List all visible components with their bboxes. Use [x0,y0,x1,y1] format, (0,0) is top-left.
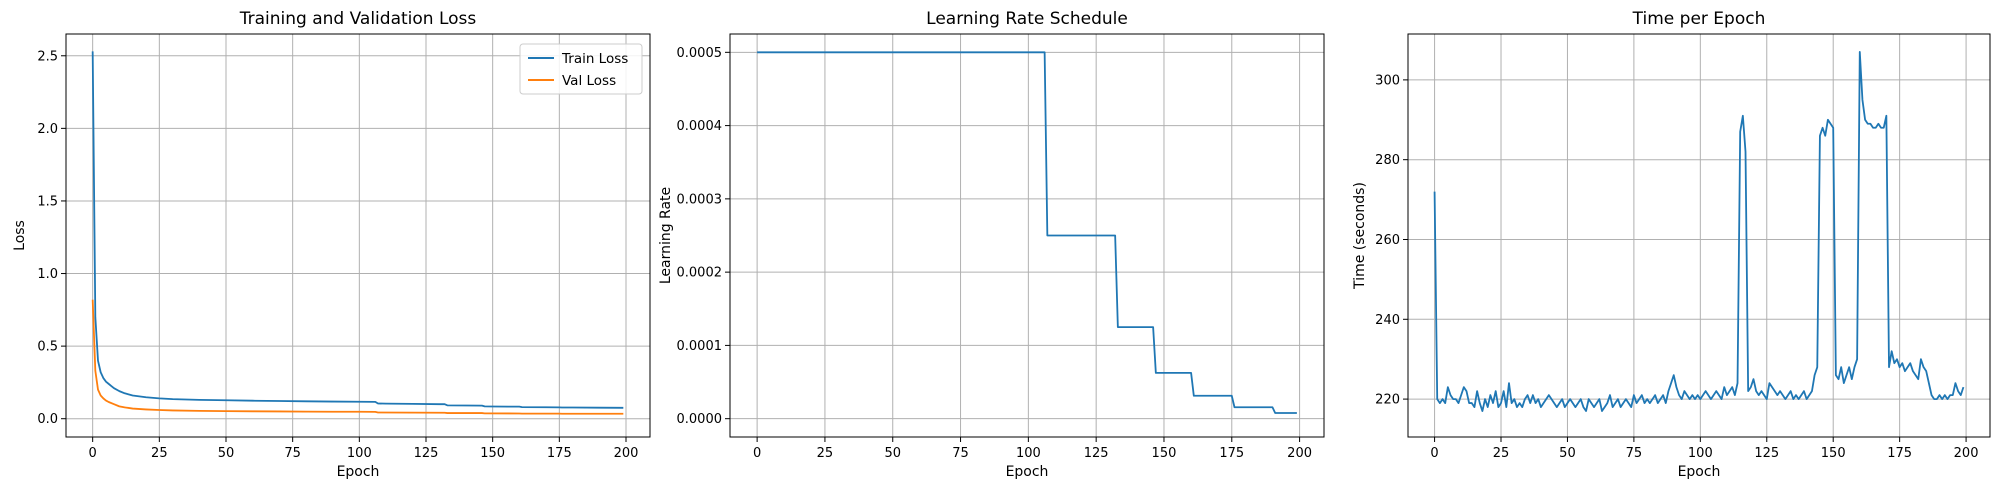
learning-rate-chart-x-tick-label: 175 [1219,446,1244,461]
learning-rate-chart-x-tick-label: 150 [1152,446,1177,461]
learning-rate-chart-title: Learning Rate Schedule [926,9,1128,29]
learning-rate-chart-y-tick-label: 0.0004 [677,119,723,134]
loss-chart-y-axis-label: Loss [12,220,28,251]
learning-rate-chart-y-tick-label: 0.0001 [677,339,723,354]
loss-chart-x-tick-label: 175 [547,446,572,461]
time-per-epoch-chart-y-tick-label: 220 [1375,393,1400,408]
loss-chart-x-tick-label: 25 [151,446,168,461]
time-per-epoch-chart-x-tick-label: 100 [1688,446,1713,461]
loss-chart-x-tick-label: 150 [480,446,505,461]
learning-rate-chart-y-axis-label: Learning Rate [658,187,674,284]
loss-chart-y-tick-label: 2.0 [37,122,58,137]
time-per-epoch-chart-ticks: 0 25 50 75 100 125 150 175 200 220 240 260 280 300 [1375,73,1978,461]
time-per-epoch-chart-y-tick-label: 260 [1375,233,1400,248]
loss-chart-x-tick-label: 200 [614,446,639,461]
loss-chart-x-tick-label: 50 [218,446,235,461]
loss-chart-y-tick-label: 0.5 [37,340,58,355]
loss-chart-x-tick-label: 0 [89,446,97,461]
learning-rate-chart-line-series-0 [757,51,1297,414]
learning-rate-chart-x-tick-label: 25 [817,446,834,461]
time-per-epoch-chart-axes-frame [1407,33,1991,438]
loss-chart: 0 25 50 75 100 125 150 175 200 0.0 0.5 1.0 1.5 2.0 2.5… [12,9,651,480]
time-per-epoch-chart-x-tick-label: 200 [1954,446,1979,461]
time-per-epoch-chart-x-tick-label: 175 [1887,446,1912,461]
learning-rate-chart: 0 25 50 75 100 125 150 175 200 0.0000 0.0001 0.0002… [658,9,1325,480]
legend-label-val-loss: Val Loss [562,73,616,89]
learning-rate-chart-y-tick-label: 0.0005 [677,46,723,61]
time-per-epoch-chart-y-axis-label: Time (seconds) [1352,182,1368,290]
learning-rate-chart-x-tick-label: 200 [1287,446,1312,461]
learning-rate-chart-x-tick-label: 75 [952,446,969,461]
loss-chart-x-axis-label: Epoch [337,464,380,480]
loss-chart-x-tick-label: 100 [347,446,372,461]
loss-chart-y-tick-label: 1.0 [37,267,58,282]
time-per-epoch-chart-x-tick-label: 125 [1754,446,1779,461]
time-per-epoch-chart-y-tick-label: 300 [1375,73,1400,88]
loss-chart-axes-frame [65,33,651,438]
loss-chart-line-train-loss [91,51,624,409]
loss-chart-legend: Train Loss Val Loss [519,43,643,95]
loss-chart-title: Training and Validation Loss [239,9,477,29]
time-per-epoch-chart-x-tick-label: 25 [1493,446,1510,461]
legend-box [519,43,643,95]
learning-rate-chart-y-tick-label: 0.0002 [677,266,723,281]
loss-chart-ticks: 0 25 50 75 100 125 150 175 200 0.0 0.5 1.0 1.5 2.0 2.5 [37,49,638,461]
time-per-epoch-chart-line-series-0 [1433,51,1965,412]
loss-chart-line-val-loss [91,299,624,415]
loss-chart-y-tick-label: 1.5 [37,194,58,209]
time-per-epoch-chart-x-tick-label: 50 [1559,446,1576,461]
time-per-epoch-chart-x-tick-label: 150 [1821,446,1846,461]
loss-chart-y-tick-label: 2.5 [37,49,58,64]
loss-chart-series [91,51,624,415]
learning-rate-chart-x-tick-label: 100 [1016,446,1041,461]
learning-rate-chart-ticks: 0 25 50 75 100 125 150 175 200 0.0000 0.0001 0.0002… [677,46,1313,461]
time-per-epoch-chart-x-tick-label: 75 [1626,446,1643,461]
time-per-epoch-chart-title: Time per Epoch [1632,9,1766,29]
learning-rate-chart-y-tick-label: 0.0000 [677,412,723,427]
time-per-epoch-chart-series [1433,51,1965,412]
legend-label-train-loss: Train Loss [561,51,628,67]
learning-rate-chart-x-tick-label: 50 [884,446,901,461]
learning-rate-chart-x-axis-label: Epoch [1006,464,1049,480]
learning-rate-chart-y-tick-label: 0.0003 [677,192,723,207]
learning-rate-chart-x-tick-label: 125 [1084,446,1109,461]
loss-chart-y-tick-label: 0.0 [37,412,58,427]
learning-rate-chart-x-tick-label: 0 [753,446,761,461]
loss-chart-x-tick-label: 75 [284,446,301,461]
time-per-epoch-chart-x-tick-label: 0 [1430,446,1438,461]
learning-rate-chart-axes-frame [729,33,1325,438]
loss-chart-grid [66,34,650,437]
time-per-epoch-chart-y-tick-label: 280 [1375,153,1400,168]
time-per-epoch-chart-x-axis-label: Epoch [1678,464,1721,480]
time-per-epoch-chart-y-tick-label: 240 [1375,313,1400,328]
time-per-epoch-chart: 0 25 50 75 100 125 150 175 200 220 240 260 280 300 Ti… [1352,9,1991,480]
learning-rate-chart-series [757,51,1297,414]
loss-chart-x-tick-label: 125 [414,446,439,461]
